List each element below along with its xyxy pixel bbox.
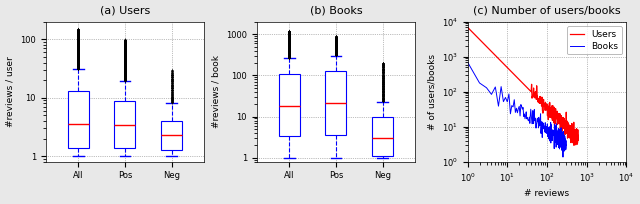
Users bbox=[550, 123, 558, 126]
Line: Users: Users bbox=[468, 27, 578, 145]
Y-axis label: # of users/books: # of users/books bbox=[427, 54, 436, 130]
Books bbox=[553, 138, 561, 140]
Books bbox=[559, 156, 567, 158]
Y-axis label: #reviews / user: #reviews / user bbox=[6, 57, 15, 127]
Title: (b) Books: (b) Books bbox=[310, 6, 362, 16]
Y-axis label: #reviews / book: #reviews / book bbox=[211, 55, 220, 128]
Title: (c) Number of users/books: (c) Number of users/books bbox=[473, 6, 621, 16]
Users bbox=[464, 26, 472, 29]
Users bbox=[561, 127, 568, 130]
PathPatch shape bbox=[372, 117, 393, 156]
PathPatch shape bbox=[68, 91, 89, 148]
Title: (a) Users: (a) Users bbox=[100, 6, 150, 16]
PathPatch shape bbox=[161, 121, 182, 150]
Line: Books: Books bbox=[468, 62, 566, 157]
X-axis label: # reviews: # reviews bbox=[524, 190, 570, 198]
Books bbox=[476, 82, 483, 84]
Legend: Users, Books: Users, Books bbox=[567, 26, 622, 54]
Books bbox=[464, 61, 472, 63]
Books bbox=[561, 138, 568, 140]
Books bbox=[559, 131, 567, 133]
Books bbox=[562, 140, 570, 143]
Users bbox=[565, 131, 573, 134]
Users bbox=[574, 139, 582, 142]
Books bbox=[553, 133, 561, 135]
PathPatch shape bbox=[279, 74, 300, 136]
PathPatch shape bbox=[115, 101, 136, 149]
Users bbox=[569, 142, 577, 144]
Users bbox=[570, 144, 578, 146]
PathPatch shape bbox=[326, 71, 346, 135]
Books bbox=[554, 130, 561, 132]
Users bbox=[567, 131, 575, 134]
Users bbox=[544, 106, 552, 108]
